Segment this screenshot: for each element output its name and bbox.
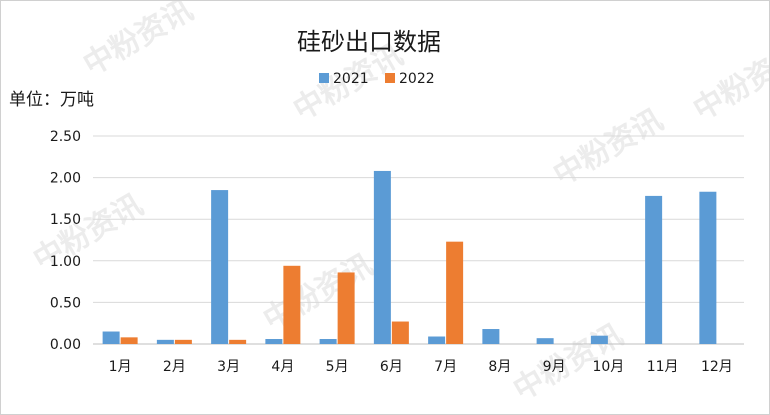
x-tick-label: 3月 (217, 359, 240, 375)
y-axis-ticks: 0.00 0.50 1.00 1.50 2.00 2.50 (50, 129, 81, 353)
bar-2021-10月 (590, 335, 608, 344)
x-tick-label: 5月 (326, 359, 349, 375)
x-tick-label: 9月 (543, 359, 566, 375)
bar-2022-3月 (229, 339, 247, 344)
legend-swatch-2021 (319, 73, 329, 83)
chart-title: 硅砂出口数据 (297, 28, 441, 56)
x-tick-label: 4月 (271, 359, 294, 375)
legend: 2021 2022 (319, 71, 435, 87)
y-tick-label: 2.00 (50, 171, 81, 187)
x-axis-ticks: 1月 2月 3月 4月 5月 6月 7月 8月 9月 10月 11月 12月 (109, 359, 733, 375)
x-tick-label: 6月 (380, 359, 403, 375)
legend-label-2022: 2022 (399, 71, 435, 87)
y-tick-label: 2.50 (50, 129, 81, 145)
bar-2021-4月 (265, 339, 283, 344)
bar-2021-6月 (373, 170, 391, 344)
watermark-text: 中粉资讯 (28, 188, 149, 278)
bar-2021-11月 (645, 195, 663, 344)
gridlines (93, 135, 744, 345)
legend-label-2021: 2021 (333, 71, 369, 87)
bar-2021-9月 (536, 338, 554, 344)
bar-2022-5月 (337, 272, 355, 344)
x-tick-label: 8月 (488, 359, 511, 375)
bar-2022-7月 (446, 241, 464, 344)
x-tick-label: 10月 (592, 359, 624, 375)
x-tick-label: 11月 (647, 359, 679, 375)
bar-2022-2月 (174, 339, 192, 344)
bar-2021-5月 (319, 339, 337, 344)
x-tick-label: 12月 (701, 359, 733, 375)
watermark-text: 中粉资讯 (548, 103, 669, 193)
unit-label: 单位：万吨 (9, 90, 94, 110)
y-tick-label: 0.00 (50, 337, 81, 353)
bars (102, 170, 717, 344)
x-tick-label: 1月 (109, 359, 132, 375)
legend-swatch-2022 (385, 73, 395, 83)
bar-2021-3月 (211, 190, 229, 344)
watermark-text: 中粉资讯 (78, 1, 199, 83)
x-tick-label: 7月 (434, 359, 457, 375)
bar-2021-2月 (156, 339, 174, 344)
bar-2021-12月 (699, 191, 717, 344)
bar-2022-4月 (283, 265, 301, 344)
bar-2021-8月 (482, 329, 500, 344)
watermark-text: 中粉资讯 (688, 38, 770, 128)
bar-2022-6月 (391, 321, 409, 344)
y-tick-label: 1.50 (50, 212, 81, 228)
y-tick-label: 0.50 (50, 295, 81, 311)
bar-2021-1月 (102, 331, 120, 344)
bar-2022-1月 (120, 337, 138, 344)
bar-2021-7月 (428, 336, 446, 344)
x-tick-label: 2月 (163, 359, 186, 375)
y-tick-label: 1.00 (50, 254, 81, 270)
